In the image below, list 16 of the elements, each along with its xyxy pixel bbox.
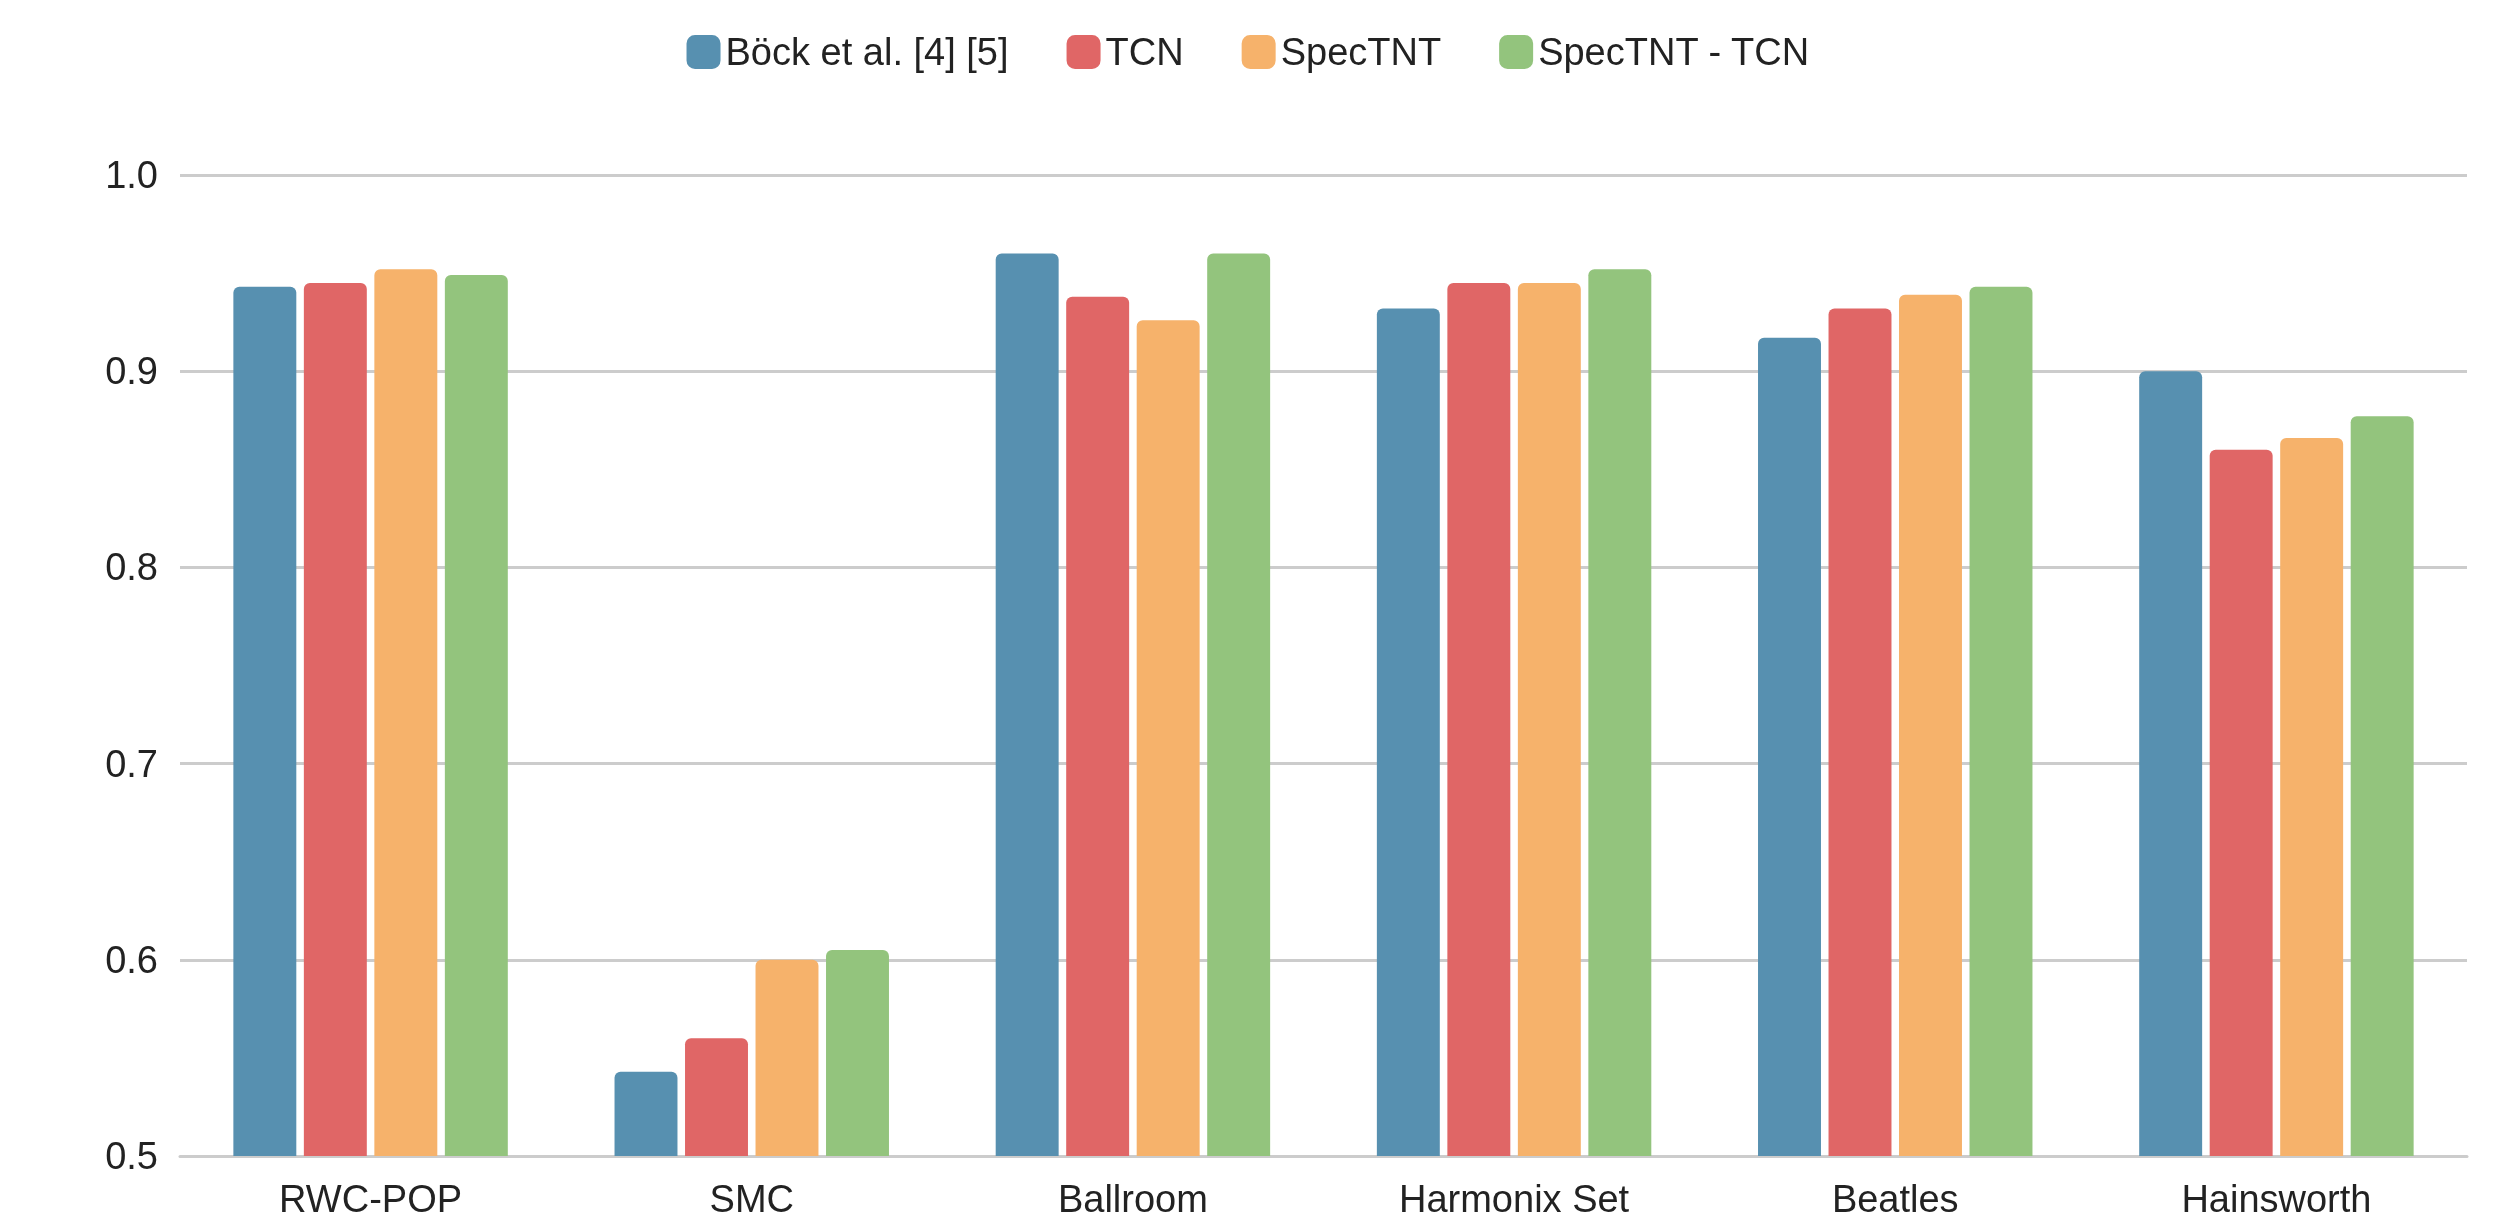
legend-label: Böck et al. [4] [5] (725, 31, 1009, 73)
x-tick-label: Hainsworth (2181, 1178, 2372, 1220)
y-tick-label: 0.7 (105, 742, 158, 785)
x-tick-label: SMC (709, 1178, 794, 1220)
y-tick-label: 1.0 (105, 154, 158, 196)
x-tick-label: Ballroom (1057, 1178, 1208, 1220)
x-tick-label: RWC-POP (279, 1178, 463, 1220)
legend-label: SpecTNT (1280, 31, 1442, 73)
x-tick-label: Beatles (1831, 1178, 1959, 1220)
y-tick-label: 0.8 (105, 546, 158, 589)
y-tick-label: 0.5 (105, 1135, 158, 1177)
x-tick-label: Harmonix Set (1398, 1178, 1630, 1220)
y-tick-label: 0.6 (105, 938, 158, 981)
legend-label: SpecTNT - TCN (1538, 31, 1810, 73)
legend-label: TCN (1105, 31, 1184, 73)
y-tick-label: 0.9 (105, 350, 158, 393)
